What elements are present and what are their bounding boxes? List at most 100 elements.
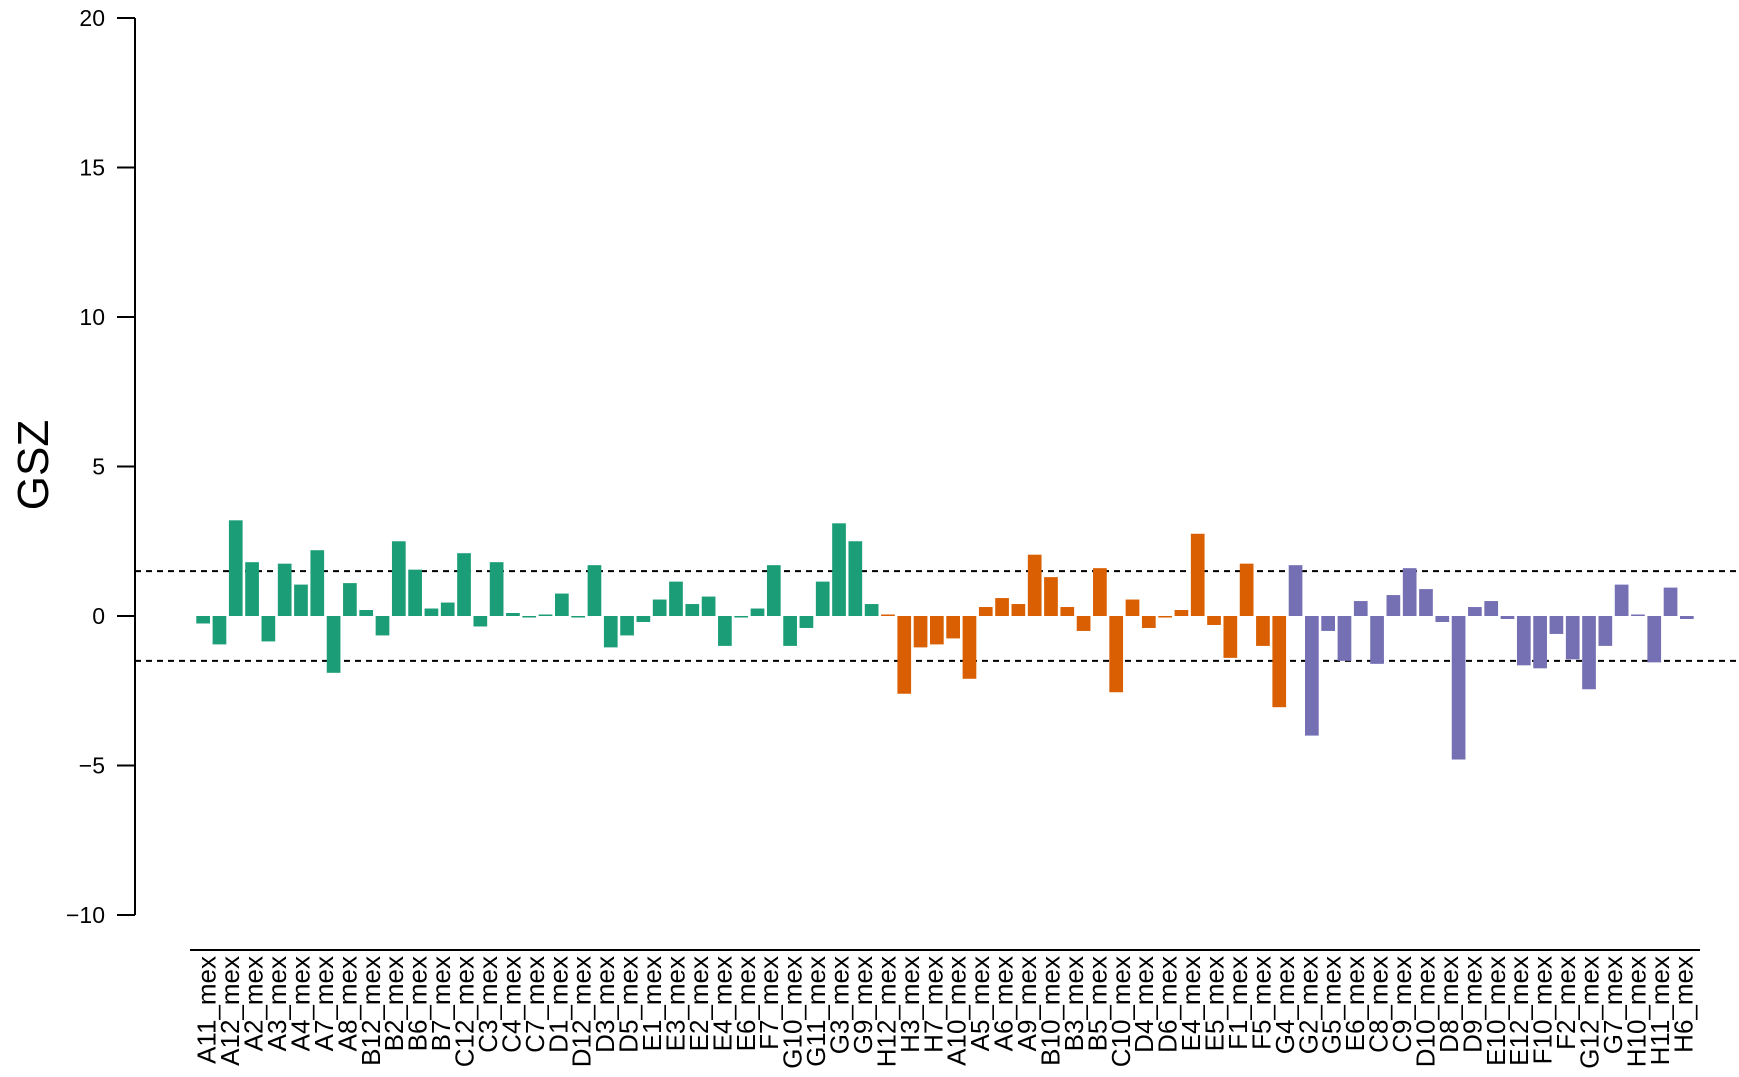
bar-group1-19 bbox=[506, 613, 520, 616]
x-tick-label: E6_mex bbox=[731, 956, 761, 1051]
bar-group2-57 bbox=[1125, 599, 1140, 616]
bar-group2-59 bbox=[1158, 616, 1172, 618]
x-tick-label: C9_mex bbox=[1387, 956, 1417, 1053]
x-tick-label: F10_mex bbox=[1528, 956, 1558, 1064]
bar-group1-2 bbox=[228, 520, 243, 616]
x-tick-label: C12_mex bbox=[450, 956, 480, 1067]
x-tick-label: E4_mex bbox=[1176, 956, 1206, 1051]
bar-group1-41 bbox=[864, 604, 879, 616]
bar-group1-34 bbox=[750, 608, 765, 616]
bar-group2-61 bbox=[1190, 533, 1205, 616]
x-tick-label: E1_mex bbox=[637, 956, 667, 1051]
bar-group1-22 bbox=[555, 593, 569, 616]
bar-group3-83 bbox=[1549, 616, 1564, 634]
bar-group1-8 bbox=[326, 616, 341, 673]
bar-group3-87 bbox=[1614, 584, 1629, 616]
x-tick-label: E5_mex bbox=[1200, 956, 1230, 1051]
x-tick-label: A3_mex bbox=[262, 956, 292, 1051]
bar-group1-4 bbox=[261, 616, 276, 642]
x-tick-label: F7_mex bbox=[754, 956, 784, 1050]
bar-group2-58 bbox=[1141, 616, 1156, 628]
x-tick-label: F1_mex bbox=[1223, 956, 1253, 1050]
bar-group3-84 bbox=[1565, 616, 1580, 660]
bar-group1-23 bbox=[571, 616, 585, 618]
bar-group1-36 bbox=[783, 616, 797, 646]
x-tick-label: A10_mex bbox=[942, 956, 972, 1066]
x-tick-label: E2_mex bbox=[684, 956, 714, 1051]
bar-group1-40 bbox=[848, 541, 863, 616]
x-tick-label: H3_mex bbox=[895, 956, 925, 1053]
bar-group1-3 bbox=[245, 562, 259, 616]
x-tick-label: E4_mex bbox=[707, 956, 737, 1051]
x-tick-label: A12_mex bbox=[215, 956, 245, 1066]
x-tick-label: C3_mex bbox=[473, 956, 503, 1053]
x-tick-label: G5_mex bbox=[1317, 956, 1347, 1054]
x-tick-label: D1_mex bbox=[543, 956, 573, 1053]
bar-group1-12 bbox=[391, 541, 406, 616]
x-tick-label: G9_mex bbox=[848, 956, 878, 1054]
bar-group2-44 bbox=[913, 616, 928, 648]
bar-group2-45 bbox=[930, 616, 944, 645]
bar-group3-91 bbox=[1680, 616, 1694, 619]
x-tick-label: D5_mex bbox=[614, 956, 644, 1053]
x-tick-label: G7_mex bbox=[1598, 956, 1628, 1054]
bar-group1-35 bbox=[766, 565, 781, 616]
x-tick-label: D9_mex bbox=[1457, 956, 1487, 1053]
bar-group3-88 bbox=[1631, 614, 1645, 616]
bar-group1-10 bbox=[359, 610, 374, 616]
bars bbox=[196, 520, 1694, 760]
x-tick-label: H10_mex bbox=[1621, 956, 1651, 1067]
bar-group2-43 bbox=[897, 616, 912, 694]
bar-group3-80 bbox=[1500, 616, 1515, 619]
bar-group2-63 bbox=[1223, 616, 1238, 658]
y-tick-label: 5 bbox=[92, 454, 105, 480]
bar-group1-5 bbox=[277, 563, 292, 616]
bar-group1-18 bbox=[489, 562, 504, 616]
y-axis: −10 −5 0 5 10 15 20 bbox=[66, 5, 136, 928]
bar-group1-29 bbox=[669, 581, 683, 616]
bar-group2-53 bbox=[1060, 607, 1075, 616]
bar-group2-66 bbox=[1272, 616, 1287, 708]
x-tick-label: H6_mex bbox=[1668, 956, 1698, 1053]
x-tick-label: E6_mex bbox=[1340, 956, 1370, 1051]
bar-group1-38 bbox=[815, 581, 830, 616]
bar-group3-72 bbox=[1370, 616, 1384, 664]
x-tick-label: G3_mex bbox=[825, 956, 855, 1054]
bar-group3-79 bbox=[1484, 601, 1499, 616]
bar-group3-71 bbox=[1353, 601, 1368, 616]
x-tick-label: H7_mex bbox=[918, 956, 948, 1053]
bar-group2-62 bbox=[1207, 616, 1221, 625]
x-tick-label: C4_mex bbox=[496, 956, 526, 1053]
bar-group1-11 bbox=[375, 616, 390, 636]
x-tick-label: E10_mex bbox=[1481, 956, 1511, 1066]
bar-group1-1 bbox=[212, 616, 227, 645]
x-tick-label: A2_mex bbox=[239, 956, 269, 1051]
y-tick-label: −10 bbox=[66, 902, 105, 928]
x-tick-label: D6_mex bbox=[1153, 956, 1183, 1053]
x-tick-labels: A11_mexA12_mexA2_mexA3_mexA4_mexA7_mexA8… bbox=[192, 956, 1699, 1069]
x-tick-label: E3_mex bbox=[660, 956, 690, 1051]
bar-group1-14 bbox=[424, 608, 439, 616]
bar-group3-81 bbox=[1516, 616, 1531, 666]
x-tick-label: C10_mex bbox=[1106, 956, 1136, 1067]
bar-group1-39 bbox=[832, 523, 846, 616]
bar-group1-13 bbox=[408, 569, 422, 616]
bar-group2-54 bbox=[1076, 616, 1091, 631]
x-tick-label: E12_mex bbox=[1504, 956, 1534, 1066]
x-tick-label: G10_mex bbox=[778, 956, 808, 1069]
bar-group2-56 bbox=[1109, 616, 1124, 693]
bar-group1-33 bbox=[734, 616, 749, 618]
bar-group3-85 bbox=[1582, 616, 1596, 690]
x-tick-label: A4_mex bbox=[285, 956, 315, 1051]
bar-group1-27 bbox=[636, 616, 651, 622]
x-tick-label: A5_mex bbox=[965, 956, 995, 1051]
bar-group3-70 bbox=[1337, 616, 1352, 661]
bar-group1-26 bbox=[620, 616, 634, 636]
bar-group3-78 bbox=[1468, 607, 1482, 616]
x-tick-label: A6_mex bbox=[989, 956, 1019, 1051]
bar-group1-16 bbox=[457, 553, 471, 616]
bar-group2-51 bbox=[1027, 554, 1042, 616]
bar-group1-20 bbox=[522, 616, 537, 618]
y-tick-label: 10 bbox=[79, 304, 105, 330]
